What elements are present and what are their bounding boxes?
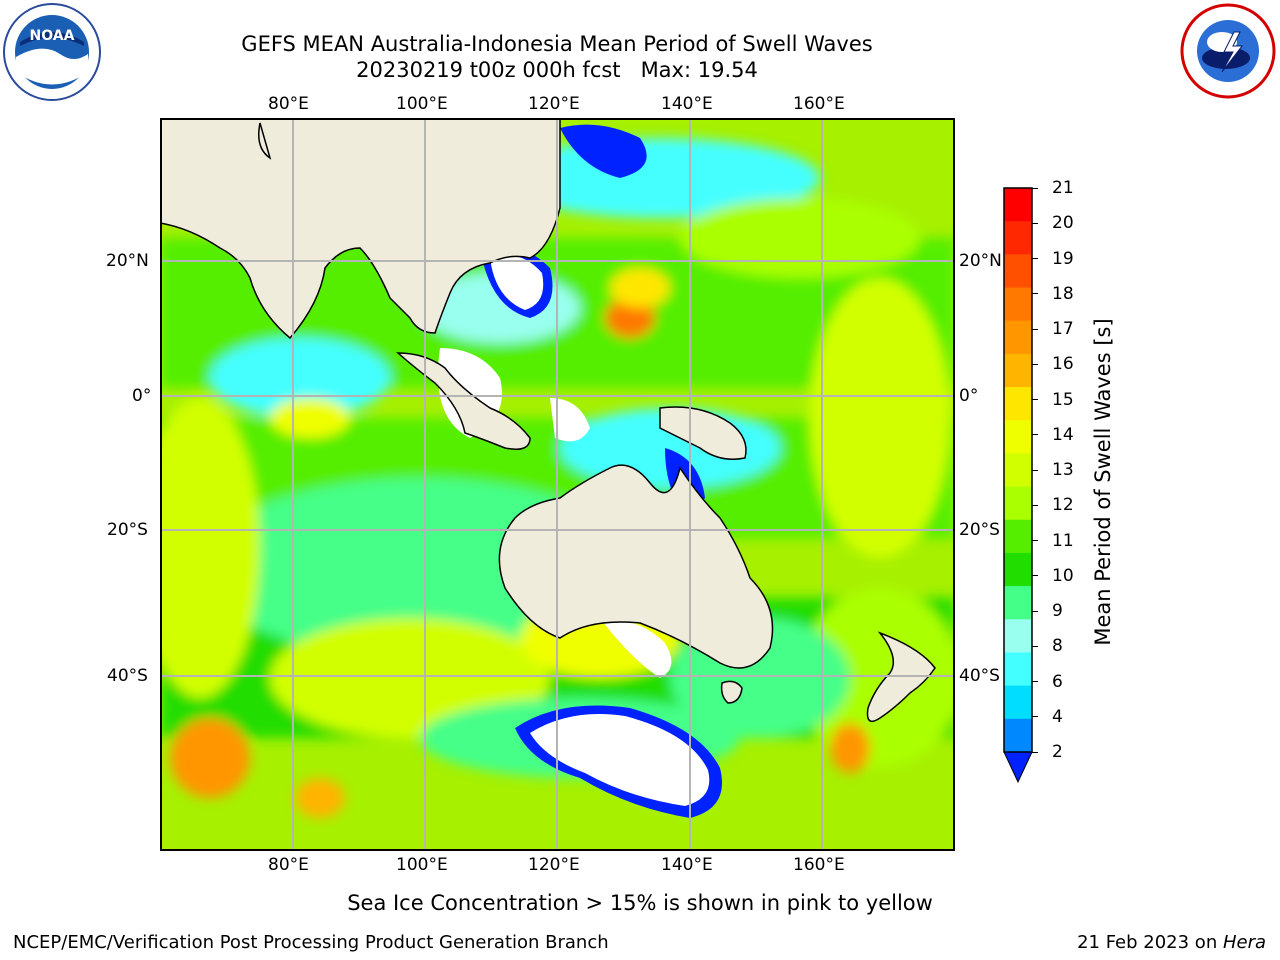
colorbar-tick-label: 9 xyxy=(1052,601,1063,621)
colorbar-segment xyxy=(1004,221,1032,255)
lat-tick-right-4: 40°S xyxy=(959,666,1000,686)
colorbar-tick-label: 12 xyxy=(1052,495,1074,516)
footer-right: 21 Feb 2023 on Hera xyxy=(1077,932,1266,954)
lon-tick-bottom-1: 80°E xyxy=(268,855,309,875)
colorbar-segment xyxy=(1004,586,1032,620)
colorbar-tick-label: 13 xyxy=(1052,460,1074,480)
colorbar-segment xyxy=(1004,420,1032,454)
colorbar-tick-label: 19 xyxy=(1052,248,1074,269)
colorbar-segment xyxy=(1004,685,1032,720)
colorbar-tick-mark xyxy=(1032,434,1038,436)
lon-tick-bottom-5: 160°E xyxy=(793,855,845,875)
colorbar-tick-mark xyxy=(1032,258,1038,259)
footer-host: Hera xyxy=(1222,932,1266,953)
lon-tick-bottom-2: 100°E xyxy=(396,855,448,875)
colorbar-tick-label: 14 xyxy=(1052,424,1074,445)
sea-ice-note: Sea Ice Concentration > 15% is shown in … xyxy=(347,891,933,915)
colorbar-segment xyxy=(1004,652,1032,687)
colorbar-tick-mark xyxy=(1032,363,1038,365)
colorbar-tick-label: 15 xyxy=(1052,389,1074,410)
noaa-logo-text: NOAA xyxy=(30,28,75,44)
colorbar-label-wrap: Mean Period of Swell Waves [s] xyxy=(1083,318,1123,645)
colorbar-segment xyxy=(1004,718,1032,753)
colorbar-tick-mark xyxy=(1032,328,1038,330)
chart-title-line2: 20230219 t00z 000h fcst Max: 19.54 xyxy=(356,58,758,82)
colorbar-segment xyxy=(1004,387,1032,421)
footer-left: NCEP/EMC/Verification Post Processing Pr… xyxy=(13,932,609,953)
colorbar-tick-mark xyxy=(1032,716,1038,718)
footer-date: 21 Feb 2023 on xyxy=(1077,932,1223,953)
colorbar-tick-mark xyxy=(1032,504,1038,506)
colorbar-tick-label: 16 xyxy=(1052,354,1074,375)
colorbar-segment xyxy=(1004,486,1032,521)
nws-logo xyxy=(1180,3,1276,99)
colorbar-tick-label: 8 xyxy=(1052,636,1063,657)
colorbar xyxy=(1003,187,1033,784)
colorbar-tick-label: 6 xyxy=(1052,671,1063,692)
lat-tick-left-1: 20°N xyxy=(106,251,149,271)
land-masses xyxy=(160,118,936,723)
colorbar-tick-mark xyxy=(1032,751,1038,753)
chart-title-line1: GEFS MEAN Australia-Indonesia Mean Perio… xyxy=(241,32,873,56)
colorbar-tick-mark xyxy=(1032,645,1038,647)
colorbar-tick-label: 4 xyxy=(1052,706,1063,727)
colorbar-tick-mark xyxy=(1032,540,1038,541)
colorbar-tick-label: 17 xyxy=(1052,319,1074,339)
colorbar-tick-mark xyxy=(1032,187,1038,189)
lon-tick-top-2: 100°E xyxy=(396,94,448,114)
colorbar-segment xyxy=(1004,619,1032,653)
colorbar-tick-label: 20 xyxy=(1052,213,1074,234)
colorbar-segment xyxy=(1004,519,1032,554)
lat-tick-right-2: 0° xyxy=(959,386,979,406)
lat-tick-left-3: 20°S xyxy=(107,520,148,540)
colorbar-tick-label: 10 xyxy=(1052,565,1074,586)
colorbar-tick-label: 18 xyxy=(1052,283,1074,304)
colorbar-tick-mark xyxy=(1032,575,1038,577)
colorbar-segment xyxy=(1004,254,1032,289)
lon-tick-bottom-3: 120°E xyxy=(528,855,580,875)
colorbar-tick-mark xyxy=(1032,399,1038,400)
colorbar-tick-mark xyxy=(1032,293,1038,295)
colorbar-segment xyxy=(1004,552,1032,587)
lat-tick-left-2: 0° xyxy=(132,386,152,406)
lon-tick-top-3: 120°E xyxy=(528,94,580,114)
lon-tick-bottom-4: 140°E xyxy=(661,855,713,875)
colorbar-tick-mark xyxy=(1032,610,1038,612)
colorbar-segment xyxy=(1004,188,1032,222)
colorbar-segment xyxy=(1004,453,1032,488)
lon-tick-top-4: 140°E xyxy=(661,94,713,114)
lat-tick-right-3: 20°S xyxy=(959,520,1000,540)
colorbar-segment xyxy=(1004,287,1032,322)
lon-tick-top-1: 80°E xyxy=(268,94,309,114)
colorbar-segment xyxy=(1004,353,1032,388)
lon-tick-top-5: 160°E xyxy=(793,94,845,114)
colorbar-label: Mean Period of Swell Waves [s] xyxy=(1091,318,1115,646)
lat-tick-right-1: 20°N xyxy=(959,251,1002,271)
colorbar-tick-label: 21 xyxy=(1052,178,1074,198)
graticule xyxy=(160,118,955,851)
colorbar-tick-label: 11 xyxy=(1052,530,1074,551)
colorbar-tick-mark xyxy=(1032,222,1038,224)
colorbar-tick-mark xyxy=(1032,681,1038,682)
map-frame xyxy=(160,118,955,851)
map-plot xyxy=(160,118,955,851)
lat-tick-left-4: 40°S xyxy=(107,666,148,686)
colorbar-tick-label: 2 xyxy=(1052,742,1063,762)
colorbar-tick-mark xyxy=(1032,469,1038,471)
colorbar-extend-min xyxy=(1003,751,1033,784)
colorbar-segment xyxy=(1004,320,1032,355)
noaa-logo: NOAA xyxy=(3,3,101,101)
